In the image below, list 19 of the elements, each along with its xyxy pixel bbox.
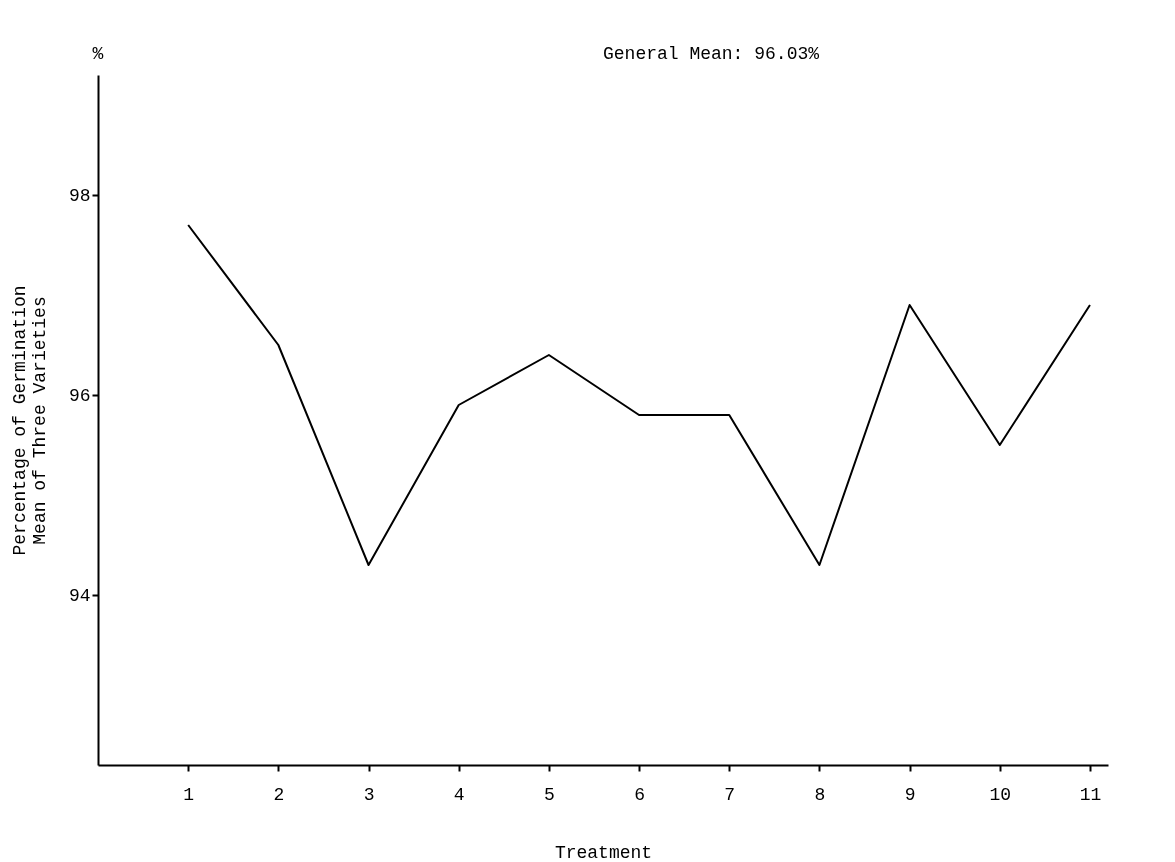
text: General Mean: 96.03% (603, 44, 820, 64)
x-tick-label: 3 (363, 784, 375, 805)
y-tick-label: 98 (68, 185, 91, 206)
x-tick-label: 7 (724, 784, 736, 805)
x-tick-label: 1 (183, 784, 195, 805)
line-series (187, 224, 1091, 566)
x-tick-label: 9 (904, 784, 916, 805)
x-tick-label: 8 (814, 784, 826, 805)
x-tick-label: 6 (634, 784, 645, 805)
x-tick-label: 11 (1079, 784, 1102, 805)
x-tick-label: 5 (543, 784, 555, 805)
x-tick-label: 2 (273, 784, 285, 805)
y-tick-label: 94 (68, 585, 91, 606)
text: % (92, 44, 104, 64)
y-tick-label: 96 (68, 385, 91, 406)
x-tick-label: 4 (453, 784, 465, 805)
x-tick-label: 10 (989, 784, 1012, 805)
y-axis-title: Percentage of Germination Mean of Three Varieties (9, 285, 50, 556)
x-axis-title: Treatment (554, 842, 653, 862)
